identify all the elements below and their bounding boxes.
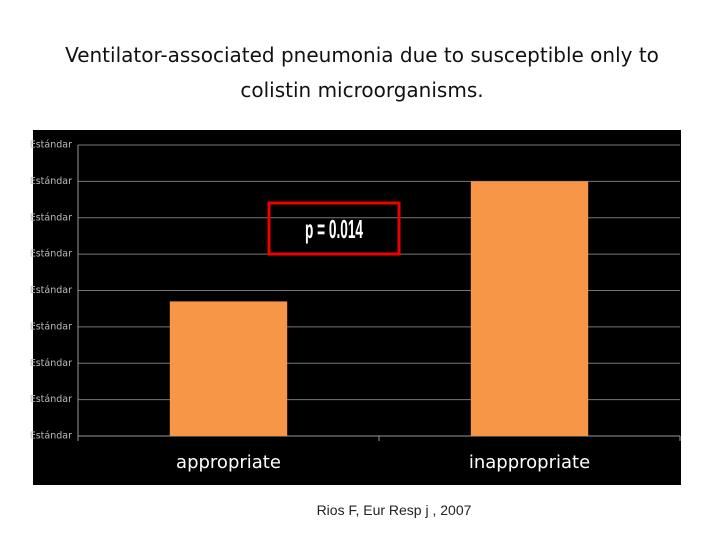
- bar: [470, 181, 589, 436]
- y-tick-label: Estándar: [30, 176, 72, 187]
- y-tick-label: Estándar: [30, 285, 72, 296]
- x-tick-label: appropriate: [176, 452, 281, 473]
- y-tick-label: Estándar: [30, 212, 72, 223]
- source: Rios F, Eur Resp j , 2007: [317, 502, 472, 518]
- x-tick-label: inappropriate: [469, 452, 590, 473]
- y-tick-label: Estándar: [30, 140, 72, 151]
- y-tick-label: Estándar: [30, 249, 72, 260]
- y-tick-label: Estándar: [30, 321, 72, 332]
- annotation-box: [267, 201, 401, 256]
- y-tick-label: Estándar: [30, 431, 72, 442]
- annotation: p = 0.014: [305, 214, 363, 244]
- y-tick-label: Estándar: [30, 394, 72, 405]
- chart-title: Ventilator-associated pneumonia due to s…: [65, 43, 659, 102]
- y-tick-label: Estándar: [30, 358, 72, 369]
- bar: [169, 301, 288, 436]
